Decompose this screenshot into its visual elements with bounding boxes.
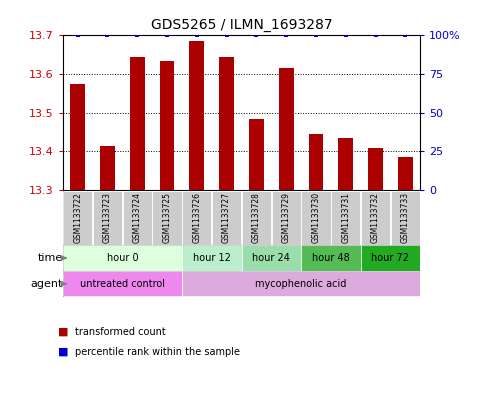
Text: agent: agent [30, 279, 63, 289]
Text: GSM1133728: GSM1133728 [252, 192, 261, 243]
Bar [242, 245, 301, 271]
Text: GSM1133727: GSM1133727 [222, 192, 231, 243]
Text: GSM1133722: GSM1133722 [73, 192, 82, 243]
Text: GSM1133733: GSM1133733 [401, 192, 410, 243]
Bar [212, 191, 241, 244]
Bar [130, 57, 145, 190]
Bar [368, 147, 383, 190]
Bar [159, 61, 174, 190]
Text: GSM1133731: GSM1133731 [341, 192, 350, 243]
Text: GSM1133725: GSM1133725 [163, 192, 171, 243]
Bar [338, 138, 353, 190]
Bar [182, 271, 420, 296]
Title: GDS5265 / ILMN_1693287: GDS5265 / ILMN_1693287 [151, 18, 332, 31]
Text: ■: ■ [58, 347, 69, 357]
Text: hour 24: hour 24 [252, 253, 290, 263]
Text: hour 0: hour 0 [107, 253, 138, 263]
Point [74, 32, 82, 39]
Text: untreated control: untreated control [80, 279, 165, 289]
Bar [219, 57, 234, 190]
Bar [242, 191, 271, 244]
Bar [361, 245, 420, 271]
Point [163, 32, 171, 39]
Bar [100, 146, 115, 190]
Text: GSM1133723: GSM1133723 [103, 192, 112, 243]
Bar [182, 191, 212, 244]
Point [133, 32, 141, 39]
Text: percentile rank within the sample: percentile rank within the sample [75, 347, 240, 357]
Point [372, 32, 380, 39]
Bar [70, 84, 85, 190]
Bar [301, 191, 330, 244]
Text: hour 72: hour 72 [371, 253, 410, 263]
Point [312, 32, 320, 39]
Text: time: time [38, 253, 63, 263]
Bar [271, 191, 301, 244]
Text: GSM1133729: GSM1133729 [282, 192, 291, 243]
Bar [123, 191, 152, 244]
Bar [331, 191, 360, 244]
Bar [93, 191, 122, 244]
Text: GSM1133730: GSM1133730 [312, 192, 320, 243]
Point [104, 32, 112, 39]
Point [253, 32, 260, 39]
Point [282, 32, 290, 39]
Text: transformed count: transformed count [75, 327, 166, 337]
Bar [153, 191, 182, 244]
Text: ■: ■ [58, 327, 69, 337]
Bar [301, 245, 361, 271]
Bar [189, 41, 204, 190]
Point [223, 32, 230, 39]
Bar [182, 245, 242, 271]
Text: GSM1133726: GSM1133726 [192, 192, 201, 243]
Bar [63, 191, 92, 244]
Bar [398, 157, 413, 190]
Bar [391, 191, 420, 244]
Bar [63, 271, 182, 296]
Text: hour 48: hour 48 [312, 253, 350, 263]
Point [193, 32, 201, 39]
Text: mycophenolic acid: mycophenolic acid [256, 279, 347, 289]
Point [342, 32, 350, 39]
Text: GSM1133724: GSM1133724 [133, 192, 142, 243]
Bar [279, 68, 294, 190]
Bar [63, 245, 182, 271]
Bar [361, 191, 390, 244]
Point [401, 32, 409, 39]
Text: GSM1133732: GSM1133732 [371, 192, 380, 243]
Bar [309, 134, 324, 190]
Bar [249, 119, 264, 190]
Text: hour 12: hour 12 [193, 253, 231, 263]
